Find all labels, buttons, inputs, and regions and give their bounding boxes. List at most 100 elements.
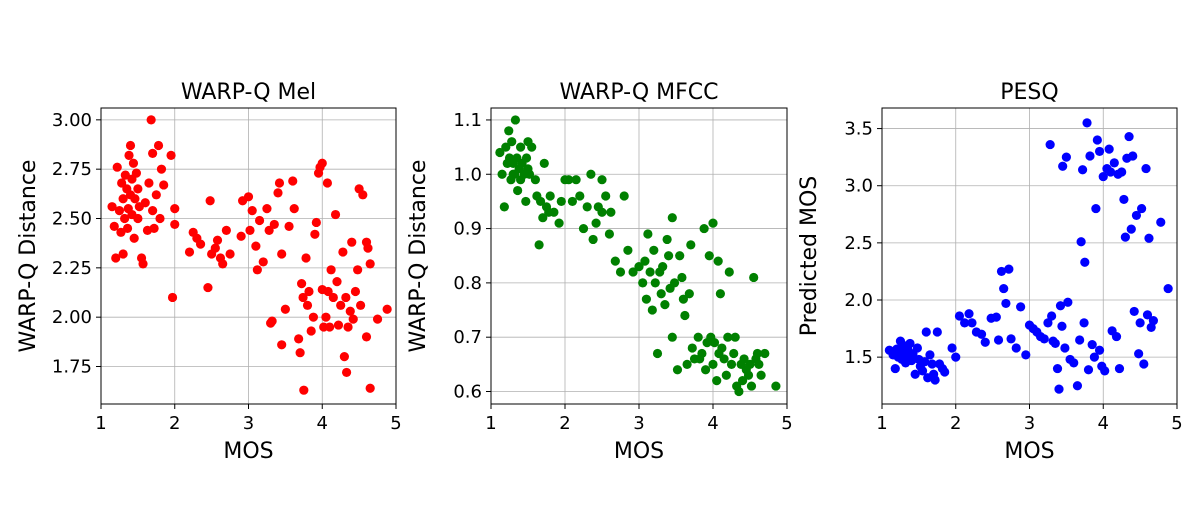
data-point (507, 137, 517, 147)
data-point (682, 359, 692, 369)
data-point (623, 245, 633, 255)
data-point (708, 218, 718, 228)
data-point (724, 267, 734, 277)
data-point (513, 185, 523, 196)
data-point (184, 247, 195, 257)
data-point (680, 310, 690, 321)
data-point (236, 231, 246, 241)
data-point (297, 279, 307, 289)
data-point (1085, 151, 1095, 161)
data-point (221, 225, 231, 235)
data-point (719, 354, 729, 364)
data-point (920, 357, 930, 367)
data-point (1156, 217, 1166, 227)
data-point (330, 209, 341, 220)
data-point (1016, 302, 1026, 312)
x-tick-label: 2 (559, 413, 570, 434)
data-point (252, 265, 262, 275)
data-point (575, 191, 585, 201)
data-point (495, 147, 505, 158)
data-point (516, 142, 526, 152)
data-point (107, 202, 117, 212)
data-point (212, 235, 223, 245)
data-point (114, 206, 125, 216)
data-point (1120, 232, 1130, 242)
data-point (298, 292, 308, 303)
data-point (597, 207, 607, 217)
y-tick-label: 2.25 (52, 258, 92, 279)
data-point (1114, 363, 1125, 374)
data-point (124, 150, 134, 160)
data-point (317, 158, 327, 168)
data-point (251, 241, 261, 251)
data-point (138, 259, 148, 269)
data-point (980, 337, 990, 347)
data-point (1060, 343, 1070, 353)
data-point (890, 363, 900, 374)
data-point (269, 219, 279, 230)
data-point (709, 338, 720, 348)
data-point (976, 329, 987, 339)
y-tick-label: 2.75 (52, 159, 92, 180)
y-tick-label: 2.00 (52, 307, 92, 328)
data-point (664, 251, 674, 261)
data-point (353, 265, 363, 275)
data-point (131, 168, 141, 178)
data-point (148, 206, 158, 216)
data-point (756, 370, 766, 380)
y-tick-label: 0.9 (453, 219, 482, 240)
data-point (927, 359, 937, 369)
data-point (652, 348, 663, 359)
data-point (1148, 315, 1158, 326)
y-tick-label: 2.50 (52, 209, 92, 230)
data-point (634, 261, 644, 272)
x-axis-label: MOS (614, 439, 664, 464)
y-axis-label: WARP-Q Distance (406, 160, 431, 353)
data-point (669, 278, 680, 288)
data-point (712, 376, 722, 386)
data-point (1163, 283, 1173, 294)
data-point (1141, 163, 1151, 174)
y-tick-label: 2.0 (844, 290, 873, 311)
data-point (1119, 194, 1129, 205)
data-point (660, 300, 670, 310)
y-tick-label: 3.0 (844, 176, 873, 197)
data-point (1078, 165, 1088, 175)
data-point (273, 188, 283, 198)
data-point (130, 194, 140, 204)
data-point (545, 191, 555, 201)
data-point (964, 309, 974, 319)
data-point (140, 198, 150, 208)
data-point (538, 213, 548, 223)
data-point (739, 354, 749, 364)
data-point (743, 370, 754, 380)
data-point (738, 376, 748, 386)
data-point (1039, 334, 1049, 344)
data-point (499, 202, 509, 212)
data-point (118, 249, 128, 259)
data-point (117, 178, 127, 188)
data-point (116, 227, 126, 237)
data-point (1043, 318, 1053, 328)
data-point (1091, 203, 1101, 214)
data-point (672, 365, 683, 375)
data-point (112, 162, 122, 172)
y-tick-label: 3.00 (52, 110, 92, 131)
y-tick-label: 3.5 (844, 119, 873, 140)
data-point (1092, 135, 1102, 145)
data-point (925, 350, 935, 360)
data-point (921, 327, 931, 337)
data-point (1100, 366, 1110, 376)
data-point (752, 348, 763, 359)
data-point (960, 318, 970, 328)
data-point (1134, 349, 1144, 359)
data-point (310, 229, 320, 239)
data-point (677, 272, 687, 283)
data-point (1082, 118, 1092, 128)
data-point (524, 169, 535, 179)
data-point (347, 237, 357, 247)
data-point (991, 312, 1001, 322)
data-point (332, 277, 342, 287)
y-tick-label: 1.5 (844, 347, 873, 368)
